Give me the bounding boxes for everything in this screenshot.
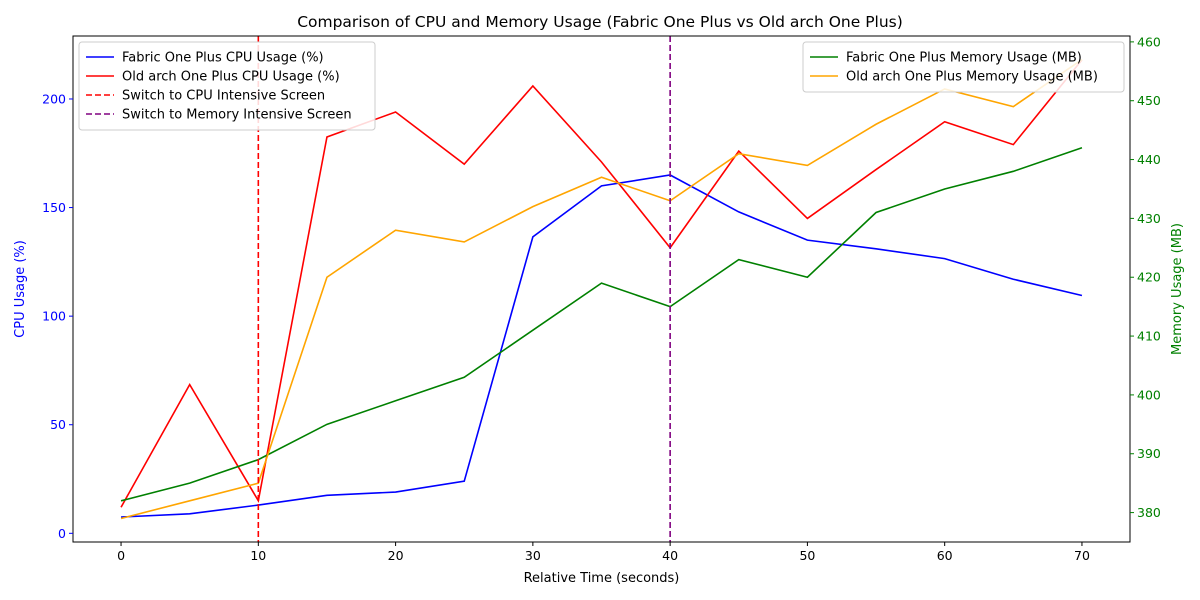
legend-right: Fabric One Plus Memory Usage (MB) Old arc… [802,41,1125,93]
legend-label: Fabric One Plus Memory Usage (MB) [846,51,1082,66]
y-left-tick-label: 0 [58,526,66,541]
legend-label: Old arch One Plus CPU Usage (%) [122,70,340,85]
series-line-old-arch-one-plus-cpu-usage [120,59,1083,508]
legend-label: Switch to CPU Intensive Screen [122,89,325,104]
series-line-old-arch-one-plus-memory-usage-mb [120,58,1083,520]
y-right-tick-label: 440 [1137,152,1161,167]
legend-label: Switch to Memory Intensive Screen [122,108,352,123]
series-line-fabric-one-plus-cpu-usage [121,174,1083,518]
y-left-tick-label: 200 [42,91,66,106]
x-axis-title: Relative Time (seconds) [524,571,680,586]
x-tick-label: 20 [388,548,404,563]
y-axis-right-title: Memory Usage (MB) [1170,223,1185,355]
x-tick-label: 30 [525,548,541,563]
x-tick-label: 60 [937,548,953,563]
legend-left: Fabric One Plus CPU Usage (%) Old arch On… [78,41,376,131]
x-tick-label: 0 [117,548,125,563]
y-left-tick-label: 50 [50,417,66,432]
y-right-tick-label: 400 [1137,387,1161,402]
y-axis-left: 0 50 100 150 200 [42,91,73,541]
legend-frame [802,41,1125,93]
x-tick-label: 70 [1074,548,1090,563]
x-tick-label: 10 [250,548,266,563]
y-right-tick-label: 380 [1137,505,1161,520]
y-right-tick-label: 430 [1137,211,1161,226]
y-axis-left-title: CPU Usage (%) [13,240,28,338]
y-left-tick-label: 150 [42,200,66,215]
x-tick-label: 50 [799,548,815,563]
legend-frame [78,41,376,131]
plot-frame [72,35,1131,543]
y-right-tick-label: 450 [1137,93,1161,108]
legend-label: Old arch One Plus Memory Usage (MB) [846,70,1098,85]
x-tick-label: 40 [662,548,678,563]
legend-label: Fabric One Plus CPU Usage (%) [122,51,324,66]
series-line-fabric-one-plus-memory-usage-mb [120,147,1083,502]
y-right-tick-label: 420 [1137,270,1161,285]
y-axis-right: 380 390 400 410 420 430 440 450 460 [1130,34,1161,520]
chart-title: Comparison of CPU and Memory Usage (Fabr… [297,13,903,31]
x-axis: 0 10 20 30 40 50 60 70 [117,542,1090,563]
y-left-tick-label: 100 [42,309,66,324]
y-right-tick-label: 410 [1137,329,1161,344]
y-right-tick-label: 460 [1137,34,1161,49]
y-right-tick-label: 390 [1137,446,1161,461]
